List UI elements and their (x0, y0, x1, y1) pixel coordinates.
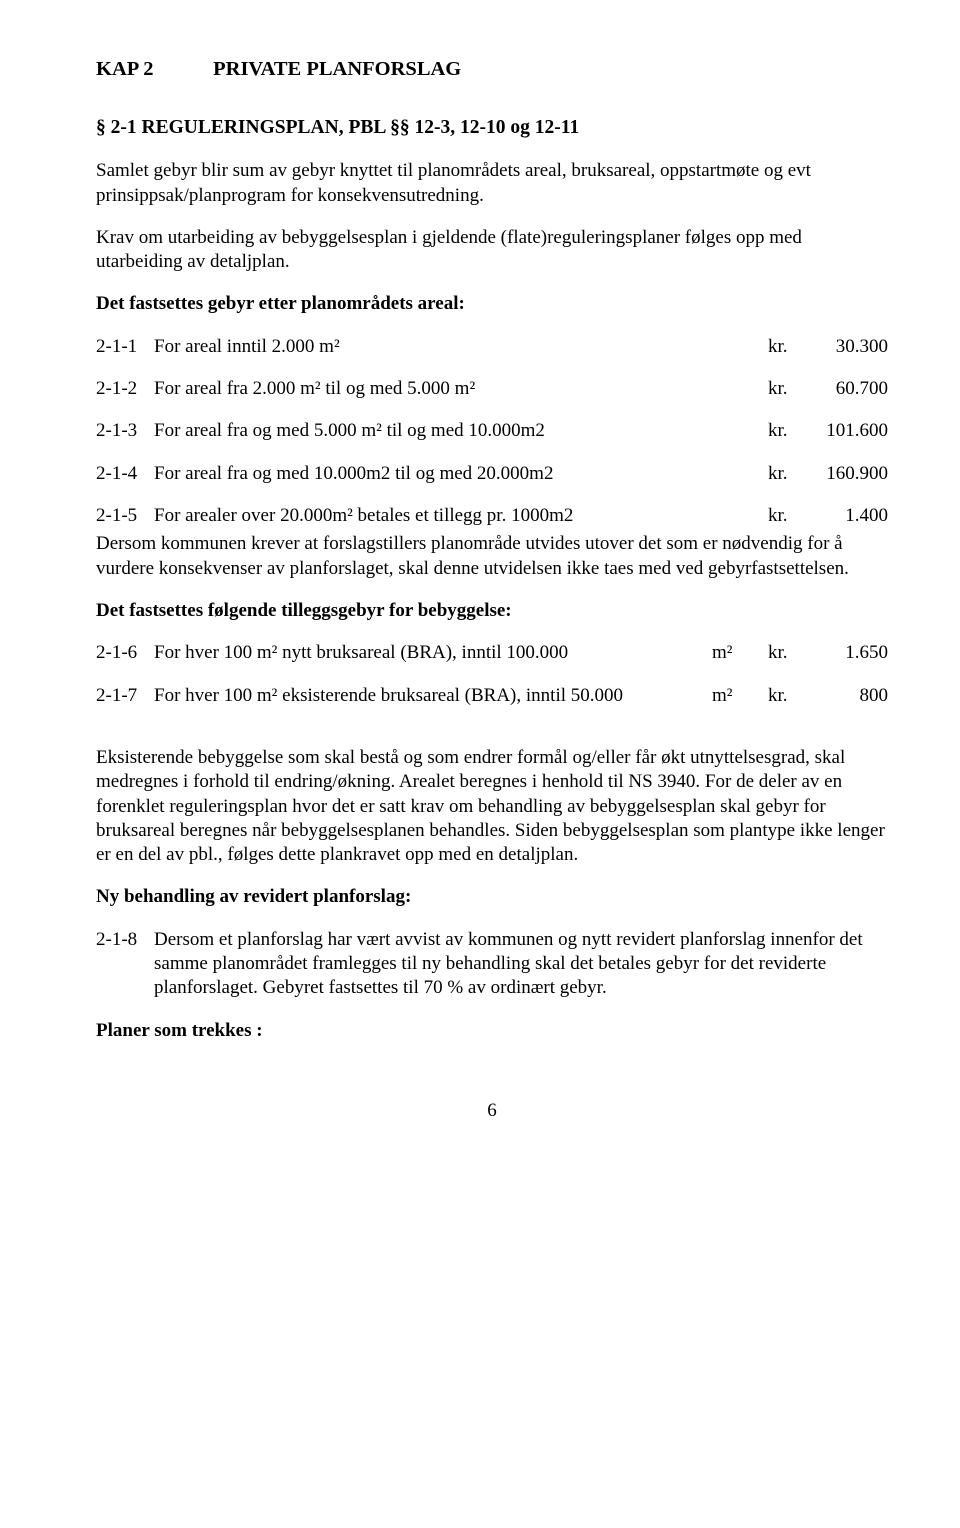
fee-code: 2-1-4 (96, 462, 154, 486)
fee-code: 2-1-1 (96, 335, 154, 359)
fee-amount: 101.600 (806, 419, 888, 443)
fee-code: 2-1-8 (96, 928, 154, 952)
intro-paragraph-2: Krav om utarbeiding av bebyggelsesplan i… (96, 226, 888, 275)
fee-desc: For arealer over 20.000m² betales et til… (154, 504, 768, 528)
fee-code: 2-1-5 (96, 504, 154, 528)
fee-currency: kr. (768, 684, 806, 708)
fee-desc: For areal inntil 2.000 m² (154, 335, 768, 359)
fee-amount: 800 (806, 684, 888, 708)
revised-text: Dersom et planforslag har vært avvist av… (154, 928, 888, 1001)
building-fee-list: 2-1-6 For hver 100 m² nytt bruksareal (B… (96, 641, 888, 708)
area-fee-list: 2-1-1 For areal inntil 2.000 m² kr. 30.3… (96, 335, 888, 529)
fee-currency: kr. (768, 504, 806, 528)
existing-building-paragraph: Eksisterende bebyggelse som skal bestå o… (96, 746, 888, 868)
page-number: 6 (96, 1099, 888, 1123)
fee-amount: 30.300 (806, 335, 888, 359)
section-heading: § 2-1 REGULERINGSPLAN, PBL §§ 12-3, 12-1… (96, 116, 888, 141)
fee-desc: For areal fra og med 5.000 m² til og med… (154, 419, 768, 443)
fee-code: 2-1-6 (96, 641, 154, 665)
fee-currency: kr. (768, 377, 806, 401)
chapter-label: KAP 2 (96, 56, 208, 82)
fee-desc: For areal fra og med 10.000m2 til og med… (154, 462, 768, 486)
fee-row: 2-1-3 For areal fra og med 5.000 m² til … (96, 419, 888, 443)
fee-desc: For hver 100 m² nytt bruksareal (BRA), i… (154, 641, 712, 665)
fee-amount: 1.400 (806, 504, 888, 528)
intro-paragraph-1: Samlet gebyr blir sum av gebyr knyttet t… (96, 159, 888, 208)
fee-desc: For areal fra 2.000 m² til og med 5.000 … (154, 377, 768, 401)
building-fee-heading: Det fastsettes følgende tilleggsgebyr fo… (96, 599, 888, 623)
revised-heading: Ny behandling av revidert planforslag: (96, 885, 888, 909)
fee-unit: m² (712, 684, 768, 708)
fee-code: 2-1-7 (96, 684, 154, 708)
fee-amount: 160.900 (806, 462, 888, 486)
fee-row: 2-1-4 For areal fra og med 10.000m2 til … (96, 462, 888, 486)
fee-currency: kr. (768, 335, 806, 359)
fee-row: 2-1-7 For hver 100 m² eksisterende bruks… (96, 684, 888, 708)
fee-row: 2-1-2 For areal fra 2.000 m² til og med … (96, 377, 888, 401)
area-fee-heading: Det fastsettes gebyr etter planområdets … (96, 292, 888, 316)
fee-currency: kr. (768, 462, 806, 486)
chapter-title: PRIVATE PLANFORSLAG (213, 58, 461, 80)
fee-code: 2-1-3 (96, 419, 154, 443)
fee-currency: kr. (768, 419, 806, 443)
fee-amount: 60.700 (806, 377, 888, 401)
fee-code: 2-1-2 (96, 377, 154, 401)
withdrawn-heading: Planer som trekkes : (96, 1019, 888, 1043)
fee-unit: m² (712, 641, 768, 665)
fee-currency: kr. (768, 641, 806, 665)
revised-row: 2-1-8 Dersom et planforslag har vært avv… (96, 928, 888, 1001)
fee-row: 2-1-5 For arealer over 20.000m² betales … (96, 504, 888, 528)
area-fee-note: Dersom kommunen krever at forslagstiller… (96, 532, 888, 581)
fee-amount: 1.650 (806, 641, 888, 665)
fee-row: 2-1-1 For areal inntil 2.000 m² kr. 30.3… (96, 335, 888, 359)
fee-desc: For hver 100 m² eksisterende bruksareal … (154, 684, 712, 708)
chapter-heading: KAP 2 PRIVATE PLANFORSLAG (96, 56, 888, 82)
fee-row: 2-1-6 For hver 100 m² nytt bruksareal (B… (96, 641, 888, 665)
